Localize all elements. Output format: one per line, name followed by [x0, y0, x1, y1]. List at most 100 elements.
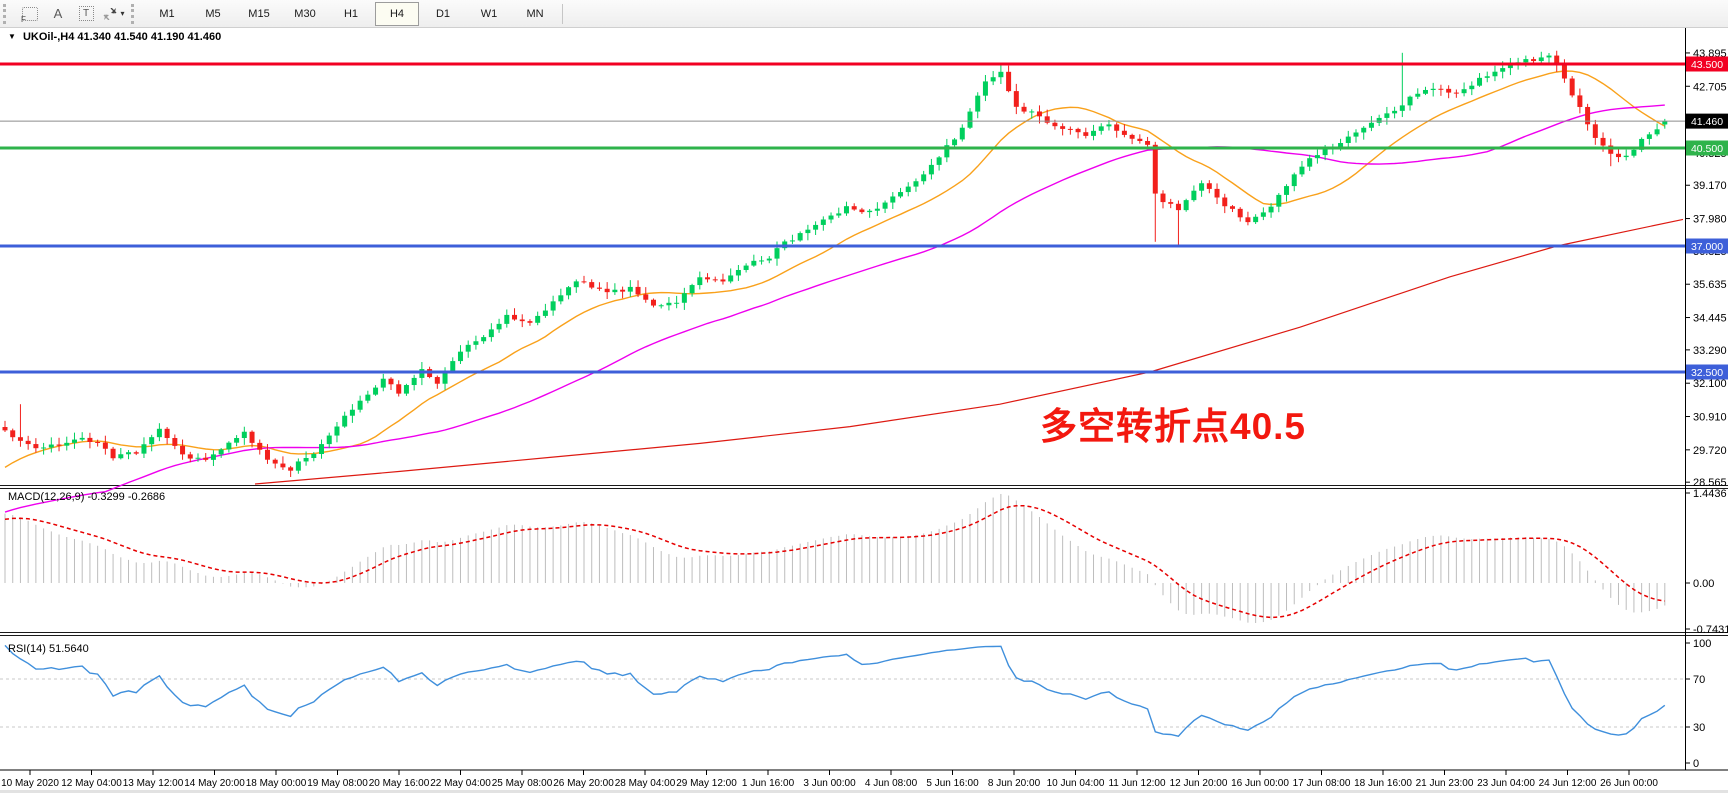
svg-text:30.910: 30.910 — [1693, 412, 1727, 424]
svg-text:10 May 2020: 10 May 2020 — [1, 778, 59, 789]
svg-text:16 Jun 00:00: 16 Jun 00:00 — [1231, 778, 1289, 789]
macd-signal-value: -0.2686 — [127, 491, 166, 503]
svg-text:19 May 08:00: 19 May 08:00 — [307, 778, 368, 789]
rsi-value: 51.5640 — [48, 643, 89, 655]
svg-text:34.445: 34.445 — [1693, 313, 1727, 325]
macd-signal-line — [4, 504, 1665, 619]
svg-text:18 Jun 16:00: 18 Jun 16:00 — [1354, 778, 1412, 789]
svg-text:18 May 00:00: 18 May 00:00 — [246, 778, 307, 789]
svg-text:14 May 20:00: 14 May 20:00 — [184, 778, 245, 789]
timeframe-button-d1[interactable]: D1 — [435, 7, 451, 20]
price-badge — [1686, 56, 1728, 72]
price-badge — [1686, 113, 1728, 129]
svg-text:32.500: 32.500 — [1691, 367, 1723, 379]
svg-text:32.100: 32.100 — [1693, 378, 1727, 390]
svg-text:100: 100 — [1693, 638, 1711, 650]
chart-symbol: UKOil-,H4 — [22, 31, 75, 43]
svg-text:13 May 12:00: 13 May 12:00 — [123, 778, 184, 789]
svg-text:28 May 04:00: 28 May 04:00 — [615, 778, 676, 789]
svg-text:0.00: 0.00 — [1693, 578, 1714, 590]
svg-text:1 Jun 16:00: 1 Jun 16:00 — [742, 778, 795, 789]
svg-text:23 Jun 04:00: 23 Jun 04:00 — [1477, 778, 1535, 789]
freehand-tool-button[interactable]: F — [17, 2, 43, 26]
svg-text:70: 70 — [1693, 674, 1705, 686]
arrows-icon — [104, 7, 117, 20]
fast-ma — [4, 70, 1666, 468]
timeframe-button-m1[interactable]: M1 — [159, 7, 175, 20]
medium-ma — [4, 104, 1665, 513]
svg-text:12 May 04:00: 12 May 04:00 — [61, 778, 122, 789]
text-box-tool-button[interactable]: T — [73, 2, 99, 26]
svg-text:30: 30 — [1693, 722, 1705, 734]
svg-text:26 Jun 00:00: 26 Jun 00:00 — [1600, 778, 1658, 789]
timeframe-button-h4[interactable]: H4 — [375, 1, 419, 26]
svg-text:33.290: 33.290 — [1693, 345, 1727, 357]
macd-label: MACD(12,26,9) -0.3299 -0.2686 — [8, 491, 165, 503]
macd-value: -0.3299 — [87, 491, 125, 503]
candles — [2, 50, 1668, 477]
ohlc-high: 41.540 — [114, 31, 148, 43]
text-box-icon: T — [78, 6, 94, 21]
timeframe-button-m30[interactable]: M30 — [294, 7, 316, 20]
toolbar-separator — [562, 3, 563, 24]
macd-name: MACD(12,26,9) — [8, 491, 85, 503]
rsi-panel: 100 70 30 0 — [0, 638, 1711, 770]
timeframe-toolbar-drag-handle[interactable] — [131, 3, 138, 24]
timeframe-button-w1[interactable]: W1 — [480, 7, 498, 20]
price-badge — [1686, 140, 1728, 156]
svg-text:24 Jun 12:00: 24 Jun 12:00 — [1539, 778, 1597, 789]
ohlc-open: 41.340 — [77, 31, 112, 43]
svg-text:43.500: 43.500 — [1691, 59, 1723, 71]
price-badge — [1686, 364, 1728, 380]
svg-text:42.705: 42.705 — [1693, 81, 1727, 93]
svg-text:22 May 04:00: 22 May 04:00 — [430, 778, 491, 789]
moving-averages — [4, 70, 1684, 513]
svg-text:17 Jun 08:00: 17 Jun 08:00 — [1293, 778, 1351, 789]
timeframe-button-m15[interactable]: M15 — [248, 7, 270, 20]
svg-text:25 May 08:00: 25 May 08:00 — [492, 778, 553, 789]
ohlc-close: 41.460 — [187, 31, 222, 43]
text-label-tool-button[interactable]: A — [45, 2, 71, 26]
svg-text:41.460: 41.460 — [1691, 116, 1723, 128]
chart-annotation-text: 多空转折点40.5 — [1040, 406, 1307, 447]
svg-text:28.565: 28.565 — [1693, 477, 1727, 489]
dropdown-caret-icon: ▾ — [120, 9, 125, 18]
timeframe-button-m5[interactable]: M5 — [205, 7, 221, 20]
svg-text:40.500: 40.500 — [1691, 143, 1723, 155]
timeframe-button-mn[interactable]: MN — [526, 7, 544, 20]
svg-text:37.000: 37.000 — [1691, 241, 1723, 253]
long-ma — [254, 218, 1684, 485]
timeframe-button-h1[interactable]: H1 — [343, 7, 359, 20]
svg-text:21 Jun 23:00: 21 Jun 23:00 — [1416, 778, 1474, 789]
svg-text:26 May 20:00: 26 May 20:00 — [553, 778, 614, 789]
svg-text:1.4436: 1.4436 — [1693, 488, 1727, 500]
rsi-line — [4, 644, 1666, 737]
svg-text:12 Jun 20:00: 12 Jun 20:00 — [1170, 778, 1228, 789]
svg-text:29 May 12:00: 29 May 12:00 — [676, 778, 737, 789]
svg-text:-0.7431: -0.7431 — [1693, 624, 1728, 636]
svg-text:37.980: 37.980 — [1693, 214, 1727, 226]
chart-title: ▼ UKOil-,H4 41.340 41.540 41.190 41.460 — [8, 31, 221, 43]
svg-text:20 May 16:00: 20 May 16:00 — [369, 778, 430, 789]
svg-text:3 Jun 00:00: 3 Jun 00:00 — [803, 778, 856, 789]
symbol-collapse-icon[interactable]: ▼ — [8, 32, 16, 41]
freehand-icon: F — [21, 6, 38, 24]
svg-text:0: 0 — [1693, 758, 1699, 770]
arrows-tool-button[interactable]: ▾ — [101, 2, 127, 26]
svg-text:35.635: 35.635 — [1693, 279, 1727, 291]
svg-text:10 Jun 04:00: 10 Jun 04:00 — [1047, 778, 1105, 789]
toolbar: F A T ▾ M1 M5 M15 M30 H1 H4 D1 W1 MN — [0, 0, 1728, 28]
rsi-name: RSI(14) — [8, 643, 46, 655]
price-axis: 43.89542.70541.51540.32539.17037.98036.8… — [1685, 48, 1728, 489]
panel-frames — [0, 28, 1728, 793]
macd-panel: 1.4436 0.00 -0.7431 — [4, 488, 1728, 636]
timeframe-button-group: M1 M5 M15 M30 H1 H4 D1 W1 MN — [144, 1, 558, 26]
date-axis: 10 May 2020 12 May 04:00 13 May 12:00 14 Ma… — [1, 770, 1658, 789]
svg-text:5 Jun 16:00: 5 Jun 16:00 — [926, 778, 979, 789]
svg-text:4 Jun 08:00: 4 Jun 08:00 — [865, 778, 918, 789]
svg-text:8 Jun 20:00: 8 Jun 20:00 — [988, 778, 1041, 789]
toolbar-drag-handle[interactable] — [3, 3, 10, 24]
ohlc-low: 41.190 — [150, 31, 185, 43]
